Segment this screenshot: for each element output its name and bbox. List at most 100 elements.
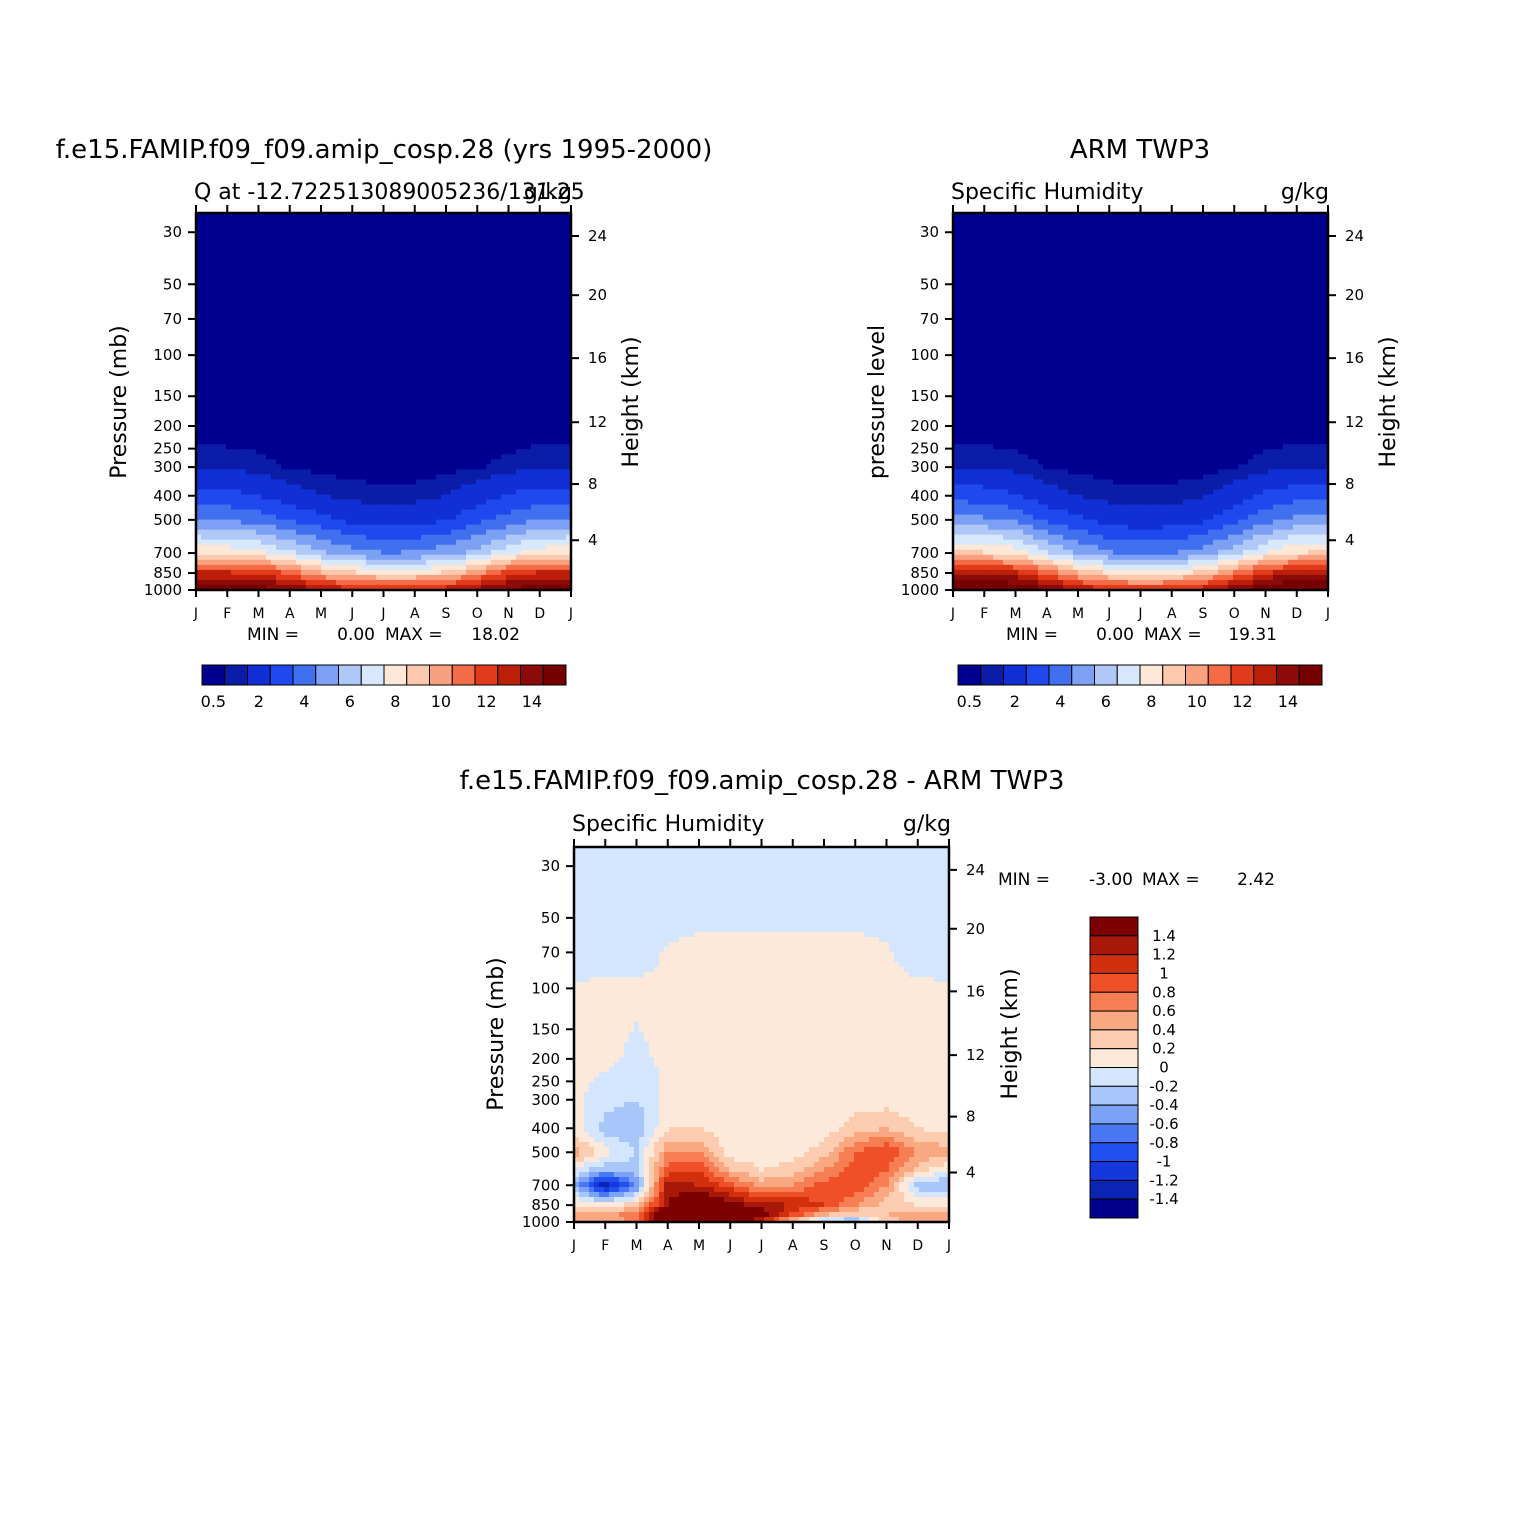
heatmap-cell [271, 293, 277, 300]
heatmap-cell [506, 328, 512, 335]
heatmap-cell [346, 358, 352, 365]
heatmap-cell [481, 383, 487, 390]
heatmap-cell [351, 499, 357, 506]
heatmap-cell [261, 524, 267, 531]
heatmap-cell [381, 223, 387, 229]
heatmap-cell [506, 388, 512, 395]
heatmap-cell [471, 383, 477, 390]
heatmap-cell [506, 504, 512, 511]
heatmap-cell [256, 464, 262, 470]
heatmap-cell [276, 424, 282, 430]
heatmap-cell [536, 409, 542, 415]
heatmap-cell [216, 268, 222, 274]
heatmap-cell [566, 398, 572, 405]
heatmap-cell [386, 278, 392, 284]
chart-title: f.e15.FAMIP.f09_f09.amip_cosp.28 (yrs 19… [56, 135, 713, 165]
heatmap-cell [511, 393, 517, 400]
heatmap-cell [416, 489, 422, 496]
heatmap-cell [546, 378, 552, 385]
heatmap-cell [231, 393, 237, 400]
heatmap-cell [366, 253, 372, 259]
heatmap-cell [331, 398, 337, 405]
heatmap-cell [336, 434, 342, 440]
heatmap-cell [256, 494, 262, 501]
heatmap-cell [531, 263, 537, 269]
heatmap-cell [456, 439, 462, 445]
heatmap-cell [216, 539, 222, 546]
heatmap-cell [486, 419, 492, 425]
heatmap-cell [211, 464, 217, 470]
heatmap-cell [341, 539, 347, 546]
heatmap-cell [296, 388, 302, 395]
heatmap-cell [406, 298, 412, 305]
heatmap-cell [341, 469, 347, 475]
heatmap-cell [476, 323, 482, 330]
heatmap-cell [546, 409, 552, 415]
heatmap-cell [306, 298, 312, 305]
heatmap-cell [266, 469, 272, 475]
heatmap-cell [496, 429, 502, 435]
heatmap-cell [246, 404, 252, 410]
heatmap-cell [221, 268, 227, 274]
heatmap-cell [271, 258, 277, 264]
heatmap-cell [301, 404, 307, 410]
heatmap-cell [456, 484, 462, 491]
heatmap-cell [431, 524, 437, 531]
heatmap-cell [311, 318, 317, 325]
heatmap-cell [376, 328, 382, 335]
heatmap-cell [366, 213, 372, 219]
heatmap-cell [246, 519, 252, 526]
heatmap-cell [386, 293, 392, 300]
heatmap-cell [206, 404, 212, 410]
heatmap-cell [291, 494, 297, 501]
heatmap-cell [516, 444, 522, 450]
heatmap-cell [336, 514, 342, 521]
heatmap-cell [481, 378, 487, 385]
heatmap-cell [301, 398, 307, 405]
heatmap-cell [426, 308, 432, 315]
heatmap-cell [416, 469, 422, 475]
heatmap-cell [466, 258, 472, 264]
heatmap-cell [496, 489, 502, 496]
heatmap-cell [331, 388, 337, 395]
heatmap-cell [531, 223, 537, 229]
heatmap-cell [541, 268, 547, 274]
heatmap-cell [496, 213, 502, 219]
heatmap-cell [281, 358, 287, 365]
heatmap-cell [416, 449, 422, 455]
heatmap-cell [386, 444, 392, 450]
heatmap-cell [206, 368, 212, 375]
heatmap-cell [316, 519, 322, 526]
heatmap-cell [311, 404, 317, 410]
heatmap-cell [326, 524, 332, 531]
heatmap-cell [266, 238, 272, 244]
heatmap-cell [266, 218, 272, 224]
heatmap-cell [321, 283, 327, 289]
heatmap-cell [361, 218, 367, 224]
heatmap-cell [381, 398, 387, 405]
heatmap-cell [326, 439, 332, 445]
heatmap-cell [371, 378, 377, 385]
heatmap-cell [326, 479, 332, 486]
heatmap-cell [316, 424, 322, 430]
heatmap-cell [481, 434, 487, 440]
heatmap-cell [276, 484, 282, 491]
heatmap-cell [396, 489, 402, 496]
heatmap-cell [501, 278, 507, 284]
heatmap-cell [411, 363, 417, 370]
heatmap-cell [451, 293, 457, 300]
heatmap-cell [461, 298, 467, 305]
heatmap-cell [516, 388, 522, 395]
heatmap-cell [291, 243, 297, 249]
heatmap-cell [436, 524, 442, 531]
heatmap-cell [206, 414, 212, 420]
heatmap-cell [496, 479, 502, 486]
heatmap-cell [396, 298, 402, 305]
heatmap-cell [351, 318, 357, 325]
heatmap-cell [211, 308, 217, 315]
heatmap-cell [511, 388, 517, 395]
heatmap-cell [281, 353, 287, 360]
heatmap-cell [411, 534, 417, 541]
heatmap-cell [361, 378, 367, 385]
heatmap-cell [506, 383, 512, 390]
